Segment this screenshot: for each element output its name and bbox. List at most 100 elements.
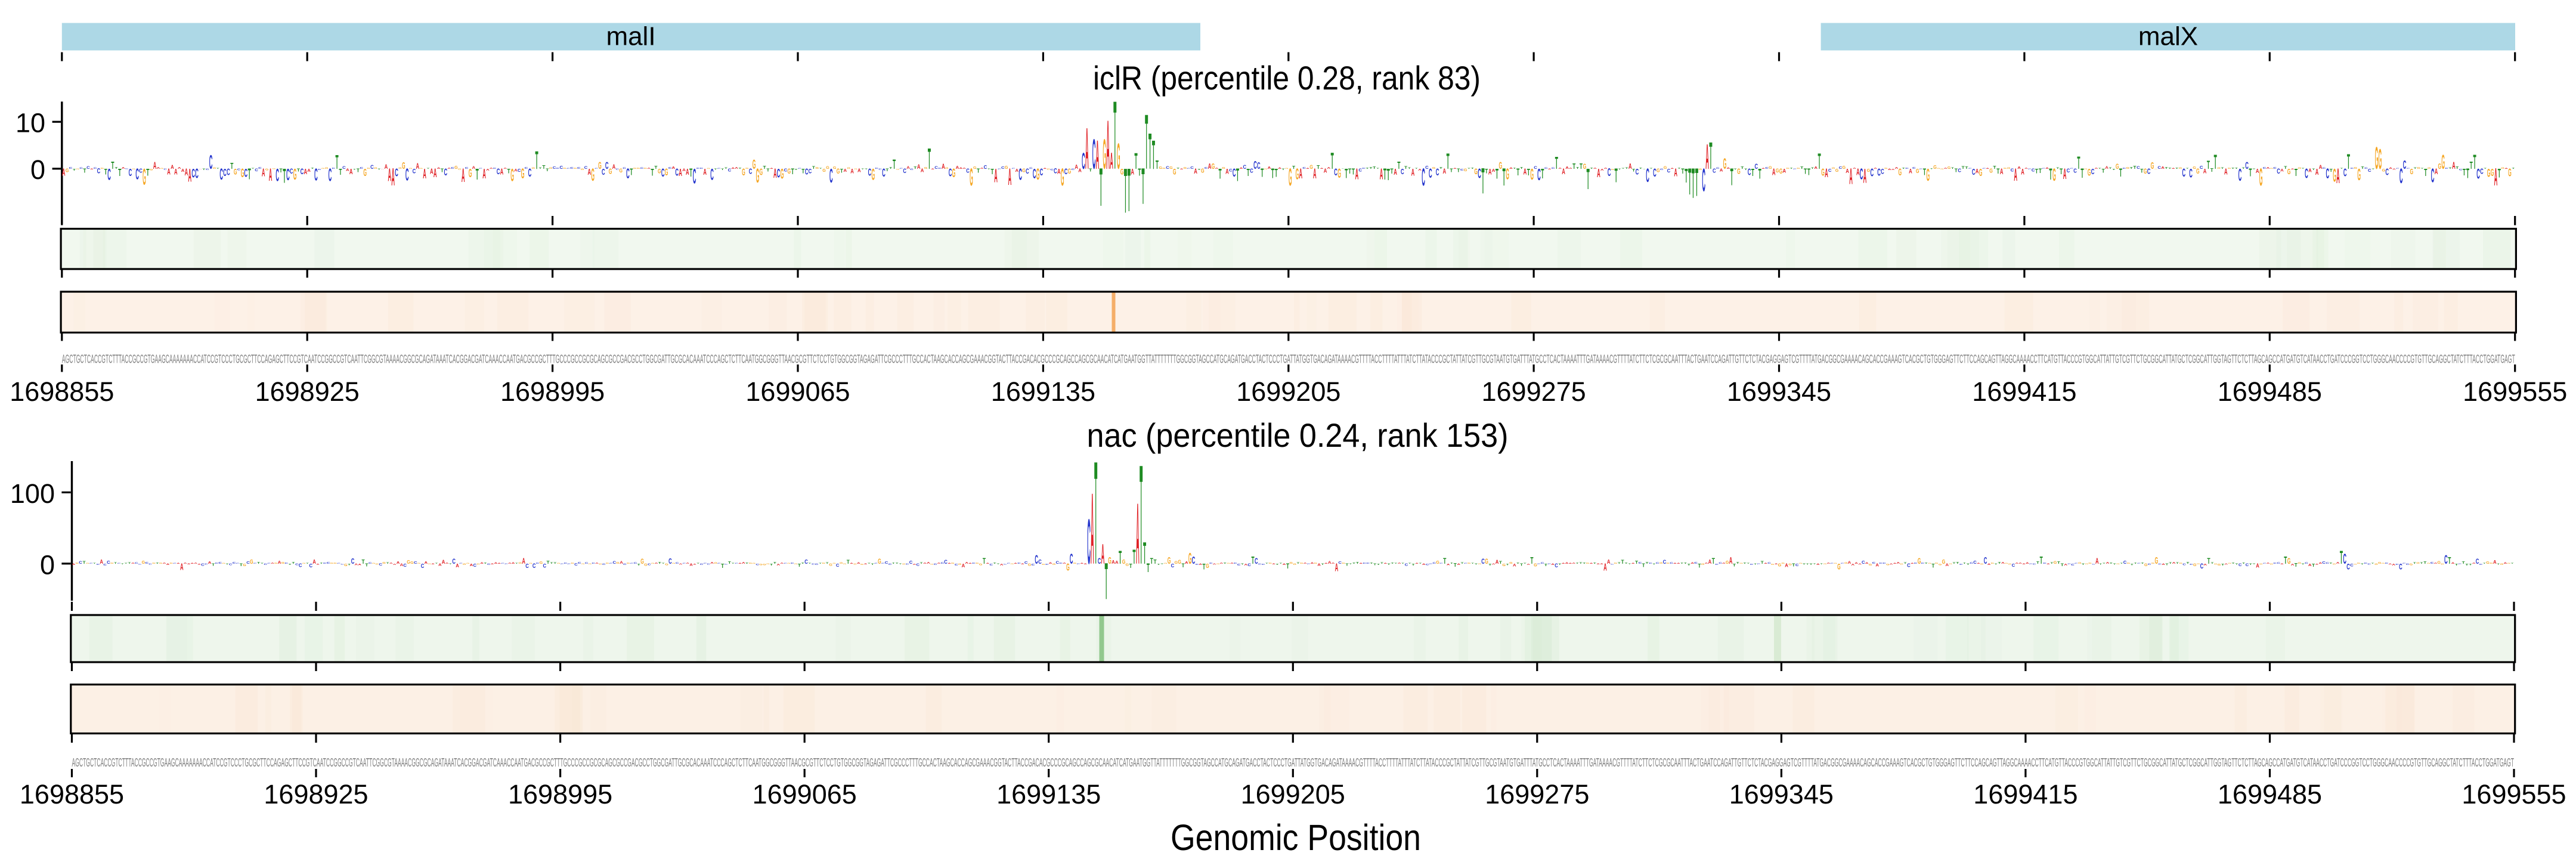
- svg-text:C: C: [1534, 165, 1537, 169]
- svg-text:A: A: [742, 562, 745, 565]
- svg-text:A: A: [1199, 564, 1203, 566]
- svg-text:G: G: [2491, 166, 2494, 178]
- svg-text:C: C: [1795, 564, 1799, 567]
- svg-text:G: G: [1771, 564, 1775, 566]
- svg-text:C: C: [414, 561, 417, 565]
- svg-text:C: C: [2480, 168, 2484, 176]
- svg-text:G: G: [540, 561, 543, 565]
- svg-text:A: A: [72, 564, 76, 566]
- svg-text:C: C: [2245, 159, 2249, 171]
- svg-text:G: G: [787, 168, 791, 175]
- svg-text:T: T: [2175, 167, 2178, 169]
- svg-text:A: A: [679, 166, 682, 178]
- svg-text:G: G: [2196, 168, 2200, 175]
- svg-text:A: A: [2045, 168, 2049, 169]
- svg-text:T: T: [2242, 167, 2245, 169]
- svg-text:A: A: [1268, 166, 1271, 170]
- svg-text:A: A: [1225, 168, 1229, 176]
- svg-text:C: C: [2091, 168, 2095, 177]
- svg-text:A: A: [445, 563, 450, 564]
- svg-text:G: G: [847, 167, 850, 169]
- svg-text:1698855: 1698855: [10, 376, 114, 407]
- svg-text:G: G: [1068, 168, 1072, 175]
- svg-text:G: G: [714, 562, 717, 564]
- svg-text:A: A: [986, 563, 989, 564]
- svg-text:T: T: [637, 564, 641, 567]
- svg-text:T: T: [1419, 563, 1422, 564]
- svg-text:A: A: [2024, 168, 2029, 169]
- svg-text:T: T: [819, 168, 823, 169]
- svg-text:T: T: [1391, 562, 1394, 564]
- svg-text:C: C: [536, 563, 540, 564]
- svg-text:A: A: [595, 563, 599, 564]
- svg-text:G: G: [454, 165, 458, 170]
- svg-text:T: T: [1143, 535, 1146, 570]
- svg-text:G: G: [241, 167, 244, 181]
- svg-text:A: A: [190, 563, 194, 564]
- svg-text:A: A: [2392, 563, 2395, 566]
- svg-text:A: A: [1548, 169, 1552, 170]
- svg-text:G: G: [76, 563, 79, 564]
- svg-text:A: A: [2014, 165, 2017, 185]
- svg-text:C: C: [1098, 557, 1101, 566]
- svg-text:G: G: [976, 563, 979, 564]
- svg-text:1699275: 1699275: [1485, 779, 1589, 809]
- svg-text:G: G: [2078, 562, 2082, 564]
- svg-text:T: T: [1279, 563, 1283, 564]
- svg-text:G: G: [1614, 563, 1618, 564]
- svg-text:A: A: [1562, 168, 1565, 177]
- svg-text:A: A: [1306, 168, 1309, 169]
- svg-text:C: C: [1716, 168, 1720, 169]
- svg-text:T: T: [2330, 168, 2333, 173]
- svg-text:A: A: [122, 166, 125, 169]
- svg-text:A: A: [1593, 168, 1597, 169]
- svg-text:C: C: [1544, 168, 1549, 169]
- svg-text:A: A: [1085, 116, 1089, 181]
- svg-text:G: G: [902, 564, 906, 566]
- svg-text:T: T: [886, 168, 889, 172]
- svg-text:A: A: [962, 168, 967, 169]
- svg-text:A: A: [304, 168, 307, 177]
- svg-text:T: T: [1439, 166, 1443, 169]
- svg-text:G: G: [1657, 168, 1660, 174]
- svg-text:A: A: [1057, 168, 1061, 176]
- svg-text:C: C: [612, 561, 616, 564]
- svg-text:A: A: [1063, 563, 1066, 564]
- svg-text:T: T: [2414, 167, 2417, 169]
- svg-text:C: C: [1190, 166, 1194, 170]
- svg-text:T: T: [2302, 168, 2305, 169]
- svg-text:C: C: [556, 168, 560, 169]
- svg-text:C: C: [370, 163, 374, 170]
- svg-text:C: C: [1907, 563, 1911, 568]
- svg-text:T: T: [1157, 563, 1160, 565]
- svg-text:G: G: [333, 563, 337, 564]
- svg-text:C: C: [756, 563, 759, 566]
- svg-text:C: C: [1262, 564, 1266, 566]
- svg-text:T: T: [2420, 168, 2424, 169]
- svg-text:C: C: [707, 564, 710, 566]
- svg-text:C: C: [89, 563, 93, 564]
- svg-text:A: A: [2026, 563, 2030, 564]
- svg-text:T: T: [2420, 562, 2423, 564]
- svg-text:A: A: [1865, 563, 1869, 564]
- svg-text:C: C: [1229, 168, 1233, 172]
- svg-text:C: C: [1464, 563, 1467, 564]
- svg-text:T: T: [1621, 168, 1625, 169]
- svg-text:T: T: [1790, 167, 1793, 169]
- svg-text:A: A: [1761, 168, 1765, 169]
- svg-text:G: G: [407, 560, 410, 565]
- svg-text:C: C: [2043, 563, 2047, 564]
- svg-text:A: A: [166, 564, 171, 566]
- svg-text:T: T: [1352, 168, 1355, 177]
- svg-text:T: T: [1516, 563, 1519, 564]
- svg-text:G: G: [766, 564, 770, 565]
- svg-text:T: T: [1094, 430, 1097, 595]
- svg-text:C: C: [139, 168, 143, 174]
- svg-text:C: C: [501, 563, 504, 564]
- svg-text:C: C: [1537, 166, 1541, 184]
- svg-text:T: T: [441, 168, 444, 174]
- svg-text:T: T: [311, 168, 314, 169]
- svg-text:A: A: [2336, 165, 2340, 189]
- svg-text:C: C: [1793, 169, 1797, 170]
- svg-text:C: C: [1636, 168, 1639, 177]
